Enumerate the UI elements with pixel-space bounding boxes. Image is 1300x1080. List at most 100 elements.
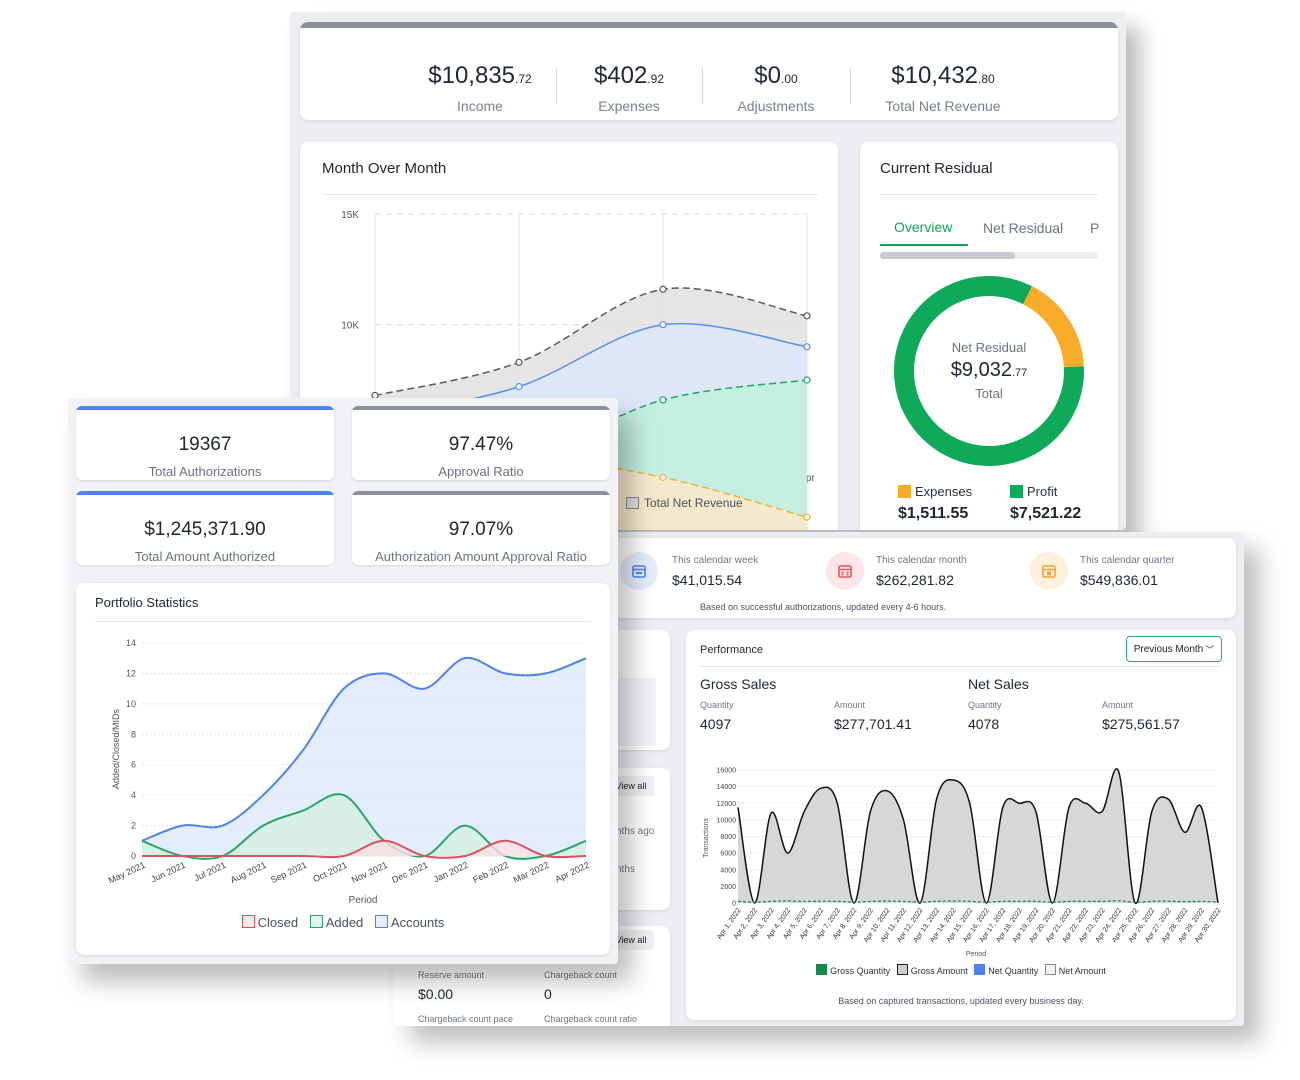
- gross-sales-title: Gross Sales: [700, 676, 777, 692]
- period-dropdown[interactable]: Previous Month ﹀: [1126, 636, 1222, 662]
- x-tick-label: Jun 2021: [149, 860, 187, 885]
- tab-scrollbar[interactable]: [880, 252, 1098, 259]
- kpi-label: Total Amount Authorized: [134, 549, 276, 564]
- data-point: [803, 312, 811, 320]
- gross-qty-label: Quantity: [700, 700, 734, 710]
- legend-accounts[interactable]: Accounts: [374, 915, 444, 930]
- y-tick-label: 6000: [720, 851, 736, 858]
- data-point: [803, 376, 811, 384]
- tab-active-underline: [880, 244, 968, 246]
- y-tick-label: 10000: [717, 817, 737, 824]
- donut-center-cents: .77: [1011, 367, 1028, 379]
- y-tick-label: 8: [131, 729, 136, 739]
- performance-card: Performance Previous Month ﹀ Gross Sales …: [686, 630, 1236, 1020]
- x-tick-label: Jan 2022: [432, 860, 470, 885]
- net-qty-label: Quantity: [968, 700, 1002, 710]
- gross-qty-value: 4097: [700, 716, 732, 732]
- expenses-legend: Expenses $1,511.55: [898, 484, 972, 523]
- adjustments-stat: $0.00 Adjustments: [716, 62, 836, 114]
- profit-swatch: [1010, 485, 1023, 498]
- legend-added[interactable]: Added: [309, 915, 363, 930]
- calendar-note: Based on successful authorizations, upda…: [700, 602, 947, 612]
- expenses-label: Expenses: [598, 98, 660, 114]
- y-tick-label: 2000: [720, 884, 736, 891]
- gross-amt-label: Amount: [834, 700, 866, 710]
- x-tick-label: Dec 2021: [390, 860, 429, 885]
- legend-net-quantity[interactable]: Net Quantity: [974, 964, 1038, 976]
- card-divider: [95, 621, 591, 622]
- legend-swatch[interactable]: [626, 497, 639, 509]
- legend-swatch: [1044, 964, 1056, 975]
- months-ago-text: nths ago: [616, 826, 655, 837]
- y-tick-label: 10K: [341, 321, 359, 332]
- kpi-label: Authorization Amount Approval Ratio: [375, 549, 587, 564]
- series-closed-area: [142, 840, 586, 858]
- view-all-button[interactable]: View all: [608, 776, 654, 796]
- legend-closed[interactable]: Closed: [241, 915, 298, 930]
- kpi-total-authorizations: 19367 Total Authorizations: [76, 406, 334, 480]
- donut-center-sub: Total: [975, 386, 1003, 401]
- y-tick-label: 12: [126, 668, 136, 678]
- data-point: [659, 321, 667, 329]
- series-gross-amount-line: [737, 768, 1219, 904]
- performance-note: Based on captured transactions, updated …: [838, 996, 1084, 1006]
- data-point: [515, 383, 523, 391]
- kpi-top-bar: [76, 491, 334, 495]
- view-all-button[interactable]: View all: [608, 930, 654, 950]
- net-sales-title: Net Sales: [968, 676, 1029, 692]
- donut-slice-profit: [894, 276, 1084, 466]
- legend-swatch: [974, 964, 986, 975]
- kpi-value: 97.07%: [448, 519, 514, 540]
- y-tick-label: 0: [732, 901, 736, 908]
- net-qty-value: 4078: [968, 716, 1000, 732]
- x-tick-label: Apr 2022: [554, 860, 591, 885]
- net-revenue-value: $10,432: [891, 62, 979, 89]
- data-point: [803, 343, 811, 351]
- months-text: nths: [616, 864, 635, 875]
- series-closed-line: [142, 839, 587, 859]
- income-label: Income: [457, 98, 503, 114]
- data-point: [659, 285, 667, 293]
- x-tick-label: Nov 2021: [350, 860, 389, 885]
- adjustments-value: $0: [754, 62, 781, 89]
- legend-swatch: [374, 915, 388, 928]
- series-accounts-area: [142, 657, 586, 856]
- calendar-week-icon: [620, 552, 658, 590]
- x-tick-label: Feb 2022: [471, 860, 510, 885]
- tab-partial[interactable]: P: [1090, 220, 1100, 236]
- tab-scrollbar-thumb[interactable]: [880, 252, 1015, 259]
- mom-legend: Total Net Revenue: [626, 496, 743, 510]
- series-gross-amount-area: [738, 768, 1218, 904]
- kpi-value: 97.47%: [448, 434, 514, 455]
- tab-overview[interactable]: Overview: [894, 219, 953, 235]
- net-amt-value: $275,561.57: [1102, 716, 1180, 732]
- reserve-label: Reserve amount: [418, 970, 485, 980]
- income-cents: .72: [515, 72, 532, 86]
- kpi-top-bar: [352, 491, 610, 495]
- kpi-top-bar: [76, 406, 334, 410]
- calendar-month-icon: [826, 552, 864, 590]
- legend-gross-quantity[interactable]: Gross Quantity: [816, 964, 890, 976]
- calendar-quarter-icon: [1030, 552, 1068, 590]
- calendar-totals-card: This calendar week $41,015.54 This calen…: [394, 538, 1236, 618]
- expenses-stat: $402.92 Expenses: [569, 62, 689, 114]
- period-dropdown-label: Previous Month: [1133, 643, 1204, 655]
- calendar-month-label: This calendar month: [876, 555, 967, 566]
- legend-total-net-revenue[interactable]: Total Net Revenue: [644, 496, 743, 510]
- data-point: [803, 513, 811, 521]
- tab-net-residual[interactable]: Net Residual: [983, 220, 1064, 236]
- legend-gross-amount[interactable]: Gross Amount: [896, 964, 968, 976]
- x-tick-label: Oct 2021: [311, 860, 348, 885]
- x-tick-label: Jul 2021: [193, 860, 228, 883]
- donut-slice-expenses: [1022, 286, 1084, 368]
- month-over-month-title: Month Over Month: [322, 160, 447, 177]
- x-axis-title: Period: [966, 951, 986, 958]
- legend-net-amount[interactable]: Net Amount: [1044, 964, 1106, 976]
- expenses-value: $402: [593, 62, 648, 89]
- profit-legend: Profit $7,521.22: [1010, 484, 1081, 523]
- y-tick-label: 14: [126, 638, 136, 648]
- kpi-value: 19367: [178, 434, 232, 455]
- calendar-week-value: $41,015.54: [672, 572, 743, 588]
- chargeback-ratio-label: Chargeback count ratio: [544, 1014, 638, 1024]
- x-tick-label: May 2021: [107, 860, 147, 886]
